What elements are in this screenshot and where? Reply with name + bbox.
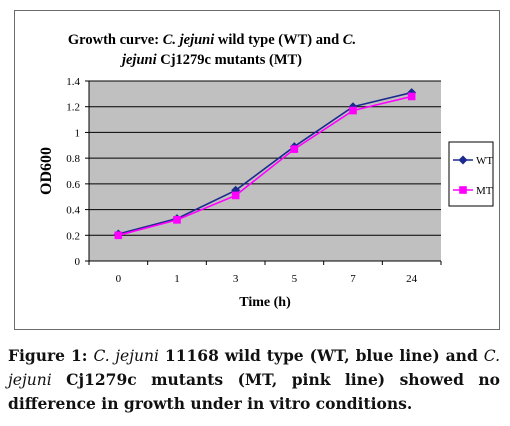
y-tick-label: 0.8 bbox=[66, 153, 80, 165]
legend-item-wt: WT bbox=[453, 155, 493, 167]
y-tick-labels: 0 0.2 0.4 0.6 0.8 1 1.2 1.4 bbox=[66, 76, 89, 268]
title-segment: wild type (WT) and bbox=[214, 32, 343, 48]
x-axis-label: Time (h) bbox=[239, 295, 291, 310]
data-series bbox=[113, 88, 417, 240]
legend-marker bbox=[458, 155, 468, 165]
series-line-wt bbox=[118, 91, 412, 235]
data-point bbox=[173, 216, 181, 224]
data-point bbox=[114, 231, 123, 240]
title-segment: C. bbox=[343, 32, 356, 48]
caption-segment: Figure 1: bbox=[8, 346, 94, 365]
y-tick-label: 0.6 bbox=[66, 179, 80, 191]
data-point bbox=[290, 145, 299, 153]
legend-box bbox=[448, 141, 494, 207]
series-mt bbox=[114, 92, 416, 240]
y-tick-label: 0 bbox=[75, 256, 81, 268]
y-axis-label: OD600 bbox=[38, 147, 55, 195]
x-tick-label: 3 bbox=[233, 273, 239, 285]
caption-segment: C. jejuni bbox=[93, 347, 159, 365]
caption-segment: Cj1279c mutants (MT, pink line) showed n… bbox=[8, 370, 500, 413]
legend-label: WT bbox=[476, 155, 493, 167]
chart-title-line-2: jejuni Cj1279c mutants (MT) bbox=[120, 52, 302, 68]
series-line-mt bbox=[118, 95, 412, 237]
x-tick-label: 7 bbox=[350, 273, 356, 285]
data-point bbox=[349, 106, 357, 115]
x-tick-label: 24 bbox=[406, 273, 418, 285]
x-tick-label: 0 bbox=[116, 273, 122, 285]
y-tick-label: 1.4 bbox=[66, 76, 80, 88]
x-tick-label: 5 bbox=[292, 273, 298, 285]
title-segment: Cj1279c mutants (MT) bbox=[157, 52, 303, 68]
data-point bbox=[231, 191, 240, 200]
gridlines bbox=[89, 80, 441, 262]
plot-area bbox=[89, 81, 441, 261]
data-point bbox=[407, 92, 416, 101]
title-segment: C. jejuni bbox=[163, 32, 215, 48]
title-segment: jejuni bbox=[120, 52, 157, 68]
y-tick-label: 0.2 bbox=[66, 230, 80, 242]
chart-title: Growth curve: C. jejuni wild type (WT) a… bbox=[68, 32, 356, 68]
legend-item-mt: MT bbox=[453, 185, 493, 197]
y-tick-label: 1.2 bbox=[66, 102, 80, 114]
title-segment: Growth curve: bbox=[68, 32, 163, 48]
chart-frame: Growth curve: C. jejuni wild type (WT) a… bbox=[14, 10, 500, 330]
x-tick-labels: 0 1 3 5 7 24 bbox=[88, 261, 442, 285]
chart-title-line-1: Growth curve: C. jejuni wild type (WT) a… bbox=[68, 32, 356, 48]
legend: WT MT bbox=[448, 141, 494, 207]
legend-marker bbox=[459, 186, 467, 194]
y-tick-label: 0.4 bbox=[66, 205, 80, 217]
figure-caption: Figure 1: C. jejuni 11168 wild type (WT,… bbox=[8, 344, 500, 416]
line-chart: Growth curve: C. jejuni wild type (WT) a… bbox=[38, 32, 494, 310]
caption-segment: C. jejuni bbox=[8, 347, 500, 389]
legend-label: MT bbox=[476, 185, 493, 197]
y-tick-label: 1 bbox=[75, 127, 81, 139]
x-tick-label: 1 bbox=[174, 273, 180, 285]
caption-segment: 11168 wild type (WT, blue line) and bbox=[158, 346, 484, 365]
